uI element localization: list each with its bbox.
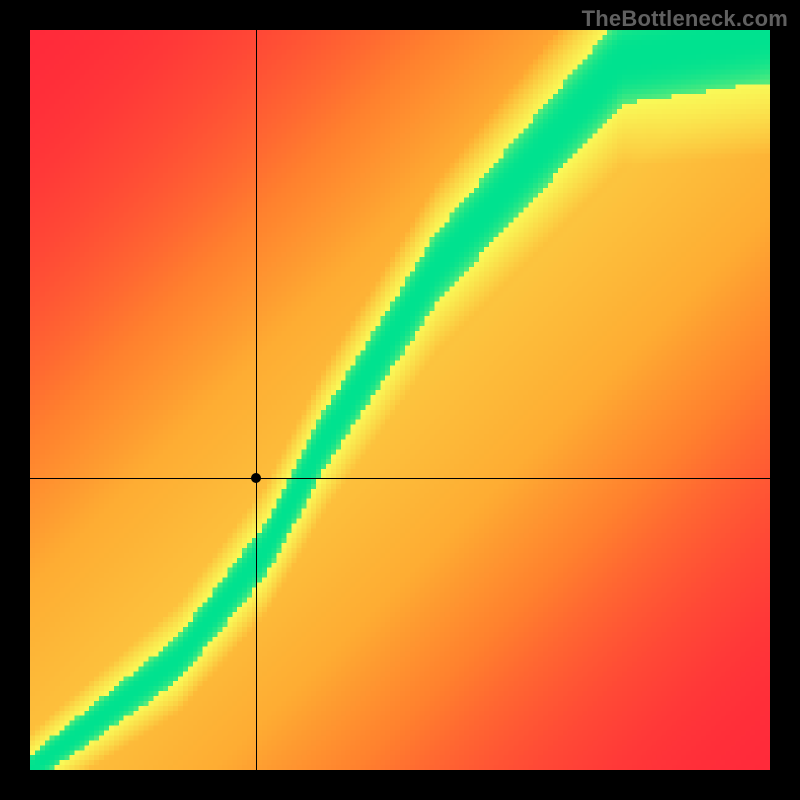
bottleneck-heatmap (30, 30, 770, 770)
crosshair-horizontal (30, 478, 770, 479)
crosshair-vertical (256, 30, 257, 770)
plot-area (30, 30, 770, 770)
figure-container: TheBottleneck.com (0, 0, 800, 800)
watermark-label: TheBottleneck.com (582, 6, 788, 32)
selected-point-marker (251, 473, 261, 483)
